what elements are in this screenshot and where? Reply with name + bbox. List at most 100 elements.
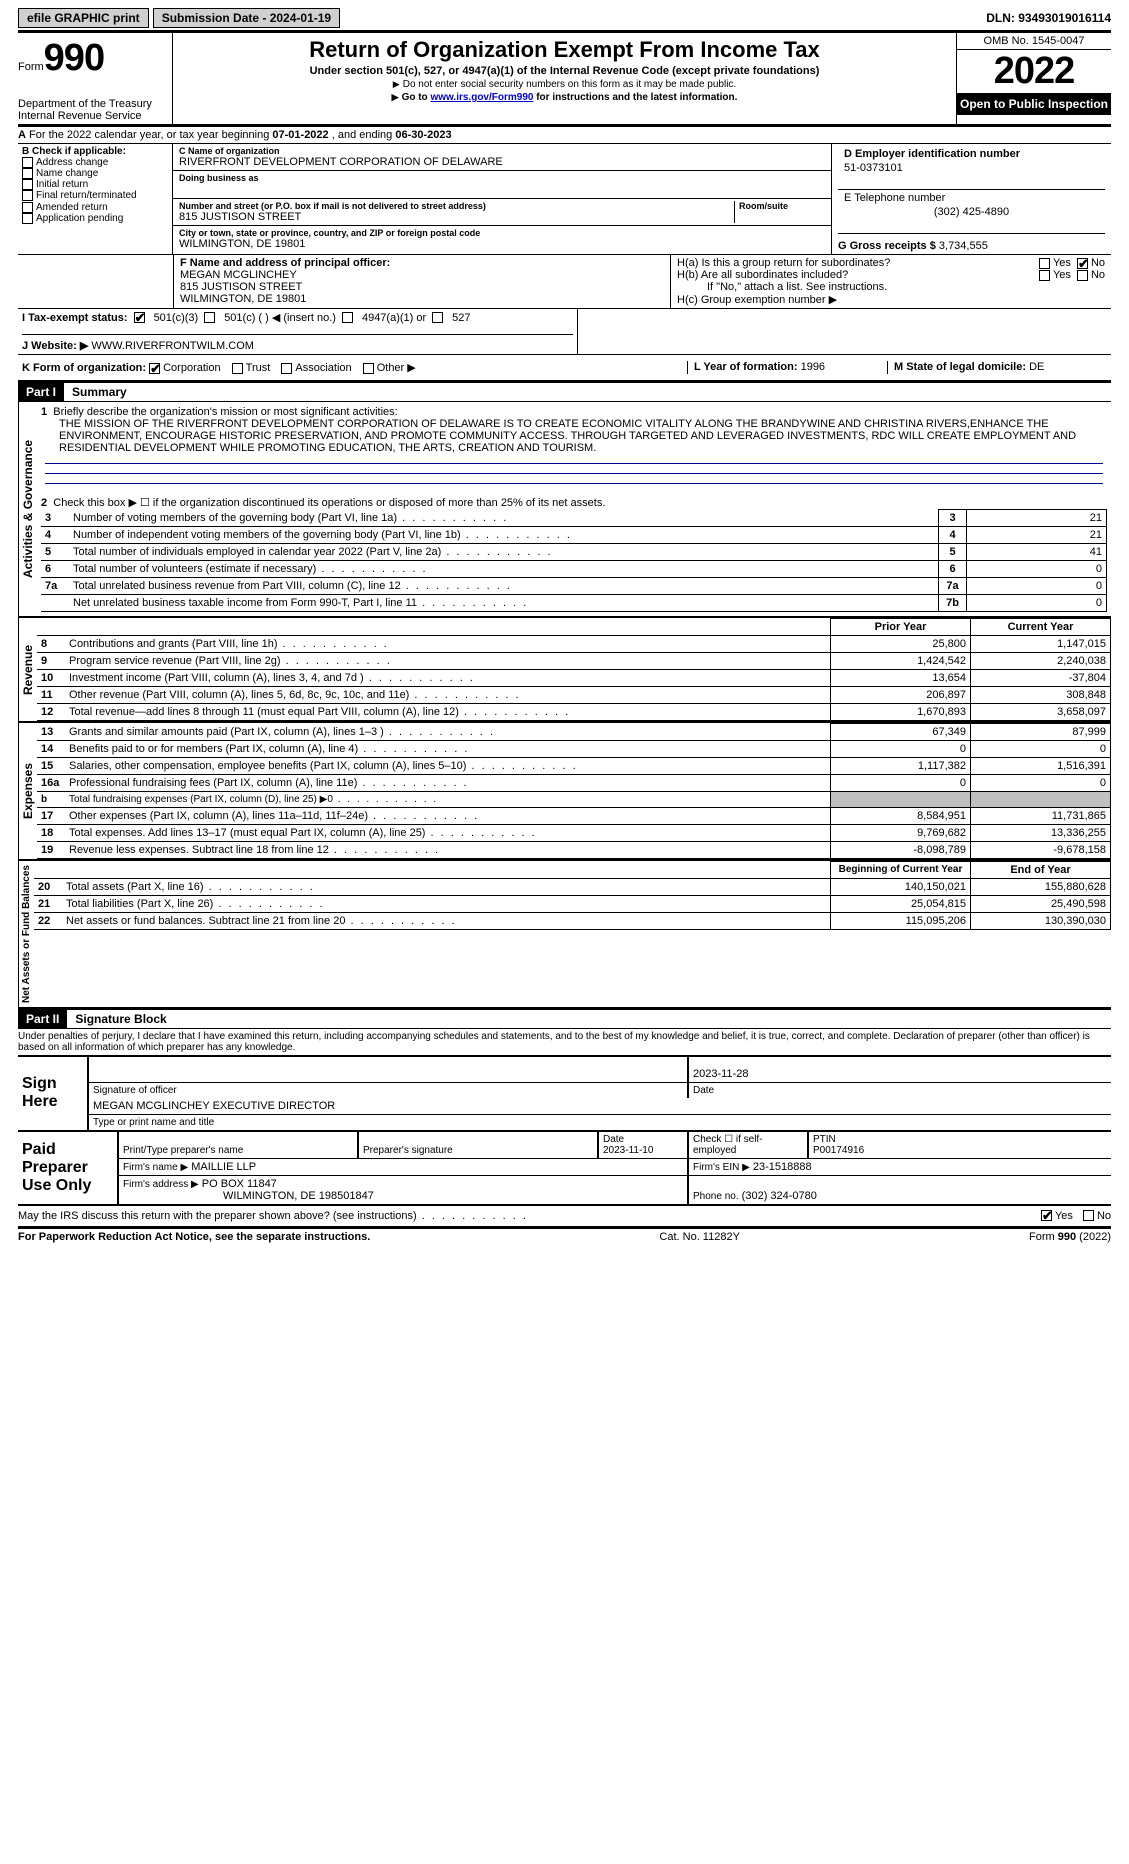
mission-text: THE MISSION OF THE RIVERFRONT DEVELOPMEN… xyxy=(41,418,1107,454)
netassets-table: Beginning of Current YearEnd of Year20To… xyxy=(34,861,1111,930)
year-formation-value: 1996 xyxy=(801,361,825,373)
city-state-zip: WILMINGTON, DE 19801 xyxy=(179,238,825,250)
chk-app-pending[interactable] xyxy=(22,213,33,224)
vlabel-expenses: Expenses xyxy=(18,723,37,859)
firm-name: MAILLIE LLP xyxy=(191,1161,256,1173)
chk-ha-no[interactable] xyxy=(1077,258,1088,269)
prep-date: 2023-11-10 xyxy=(603,1145,653,1156)
dba-label: Doing business as xyxy=(179,173,825,183)
officer-addr1: 815 JUSTISON STREET xyxy=(180,281,664,293)
c-name-label: C Name of organization xyxy=(179,146,825,156)
footer-right-post: (2022) xyxy=(1076,1231,1111,1243)
tax-year-end: 06-30-2023 xyxy=(395,129,451,141)
ha-label: H(a) Is this a group return for subordin… xyxy=(677,257,1039,269)
org-name: RIVERFRONT DEVELOPMENT CORPORATION OF DE… xyxy=(179,156,825,168)
org-form-label: K Form of organization: xyxy=(22,362,146,374)
chk-527[interactable] xyxy=(432,312,443,323)
subtitle-2: Do not enter social security numbers on … xyxy=(181,79,948,90)
phone-value: (302) 425-4890 xyxy=(844,206,1099,218)
phone-label: E Telephone number xyxy=(844,192,1099,204)
footer-left: For Paperwork Reduction Act Notice, see … xyxy=(18,1231,370,1243)
prep-sig-label: Preparer's signature xyxy=(358,1132,598,1159)
submission-date-button[interactable]: Submission Date - 2024-01-19 xyxy=(153,8,340,28)
chk-ha-yes[interactable] xyxy=(1039,258,1050,269)
tax-status-label: I Tax-exempt status: xyxy=(22,312,128,324)
part-1-title: Summary xyxy=(64,385,127,399)
chk-discuss-no[interactable] xyxy=(1083,1210,1094,1221)
gross-receipts-label: G Gross receipts $ xyxy=(838,240,936,252)
expenses-table: 13Grants and similar amounts paid (Part … xyxy=(37,723,1111,859)
website-label: J Website: ▶ xyxy=(22,340,88,352)
chk-501c3[interactable] xyxy=(134,312,145,323)
chk-4947[interactable] xyxy=(342,312,353,323)
opt-name-change: Name change xyxy=(36,168,98,179)
opt-4947: 4947(a)(1) or xyxy=(362,312,426,324)
top-bar: efile GRAPHIC print Submission Date - 20… xyxy=(18,8,1111,28)
hb-note: If "No," attach a list. See instructions… xyxy=(677,281,1105,293)
hb-no: No xyxy=(1091,269,1105,281)
chk-name-change[interactable] xyxy=(22,168,33,179)
subtitle-1: Under section 501(c), 527, or 4947(a)(1)… xyxy=(181,65,948,77)
officer-addr2: WILMINGTON, DE 19801 xyxy=(180,293,664,305)
website-value: WWW.RIVERFRONTWILM.COM xyxy=(91,340,254,352)
footer-right-pre: Form xyxy=(1029,1231,1058,1243)
sig-date: 2023-11-28 xyxy=(688,1056,1111,1082)
opt-other: Other ▶ xyxy=(377,362,416,374)
line-1-text: Briefly describe the organization's miss… xyxy=(53,406,397,418)
chk-discuss-yes[interactable] xyxy=(1041,1210,1052,1221)
row-a: A For the 2022 calendar year, or tax yea… xyxy=(18,127,1111,144)
chk-assoc[interactable] xyxy=(281,363,292,374)
part-1-header: Part I Summary xyxy=(18,382,1111,402)
form-number: 990 xyxy=(44,37,104,79)
chk-hb-yes[interactable] xyxy=(1039,270,1050,281)
efile-button[interactable]: efile GRAPHIC print xyxy=(18,8,149,28)
dln-label: DLN: 93493019016114 xyxy=(986,11,1111,25)
chk-corp[interactable] xyxy=(149,363,160,374)
goto-pre: Go to xyxy=(402,92,431,103)
revenue-table: Prior YearCurrent Year8Contributions and… xyxy=(37,618,1111,721)
opt-initial-return: Initial return xyxy=(36,179,88,190)
dept-treasury: Department of the Treasury xyxy=(18,98,166,110)
opt-final-return: Final return/terminated xyxy=(36,191,137,202)
part-2-title: Signature Block xyxy=(67,1012,166,1026)
chk-trust[interactable] xyxy=(232,363,243,374)
part-1-num: Part I xyxy=(18,383,64,401)
year-formation-label: L Year of formation: xyxy=(694,361,798,373)
vlabel-governance: Activities & Governance xyxy=(18,402,37,616)
opt-trust: Trust xyxy=(246,362,271,374)
chk-amended-return[interactable] xyxy=(22,202,33,213)
sign-here-label: Sign Here xyxy=(18,1056,88,1131)
footer-right-bold: 990 xyxy=(1058,1231,1076,1243)
row-a-label: A xyxy=(18,129,26,141)
vlabel-revenue: Revenue xyxy=(18,618,37,721)
part-2-num: Part II xyxy=(18,1010,67,1028)
ptin-value: P00174916 xyxy=(813,1145,864,1156)
tax-year: 2022 xyxy=(957,50,1111,93)
part-2-header: Part II Signature Block xyxy=(18,1009,1111,1029)
chk-final-return[interactable] xyxy=(22,190,33,201)
hb-label: H(b) Are all subordinates included? xyxy=(677,269,1039,281)
opt-501c3: 501(c)(3) xyxy=(154,312,199,324)
firm-phone: (302) 324-0780 xyxy=(742,1190,817,1202)
omb-number: OMB No. 1545-0047 xyxy=(957,33,1111,50)
chk-hb-no[interactable] xyxy=(1077,270,1088,281)
vlabel-netassets: Net Assets or Fund Balances xyxy=(18,861,34,1007)
hc-label: H(c) Group exemption number ▶ xyxy=(677,293,1105,306)
prep-date-label: Date xyxy=(603,1134,624,1145)
chk-initial-return[interactable] xyxy=(22,179,33,190)
chk-address-change[interactable] xyxy=(22,157,33,168)
box-b-label: B Check if applicable: xyxy=(22,146,168,157)
irs-label: Internal Revenue Service xyxy=(18,110,166,122)
chk-other[interactable] xyxy=(363,363,374,374)
irs-link[interactable]: www.irs.gov/Form990 xyxy=(430,92,533,103)
firm-name-label: Firm's name ▶ xyxy=(123,1162,188,1173)
street-address: 815 JUSTISON STREET xyxy=(179,211,734,223)
opt-527: 527 xyxy=(452,312,470,324)
sig-officer-label: Signature of officer xyxy=(88,1082,688,1098)
firm-addr2: WILMINGTON, DE 198501847 xyxy=(123,1190,374,1202)
form-title: Return of Organization Exempt From Incom… xyxy=(181,37,948,63)
discuss-yes: Yes xyxy=(1055,1210,1073,1222)
prep-name-label: Print/Type preparer's name xyxy=(118,1132,358,1159)
opt-assoc: Association xyxy=(295,362,351,374)
chk-501c[interactable] xyxy=(204,312,215,323)
